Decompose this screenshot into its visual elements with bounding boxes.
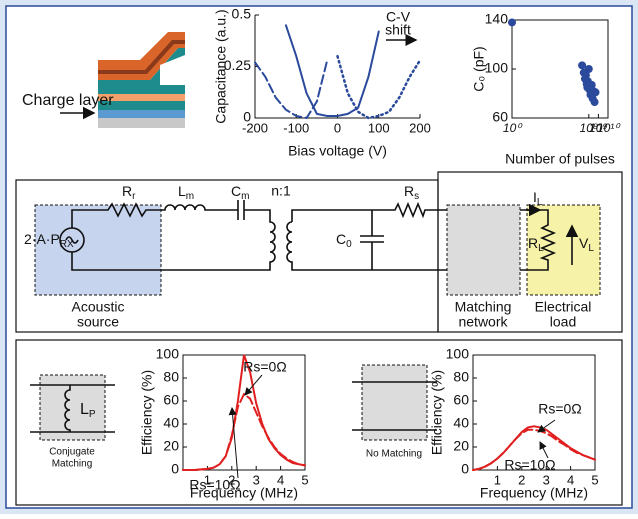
acoustic-block: [35, 205, 161, 295]
matching-block: [447, 205, 520, 295]
y-axis-label: Capacitance (a.u.): [213, 9, 229, 123]
y-tick-label: 100: [156, 346, 180, 362]
label-main: R: [122, 183, 132, 199]
no-matching-sketch: [352, 365, 437, 440]
label-main: L: [80, 401, 89, 418]
label-sub: L: [537, 197, 543, 208]
label-sub: m: [186, 191, 194, 202]
block-label: source: [77, 314, 119, 330]
y-tick-label: 80: [163, 369, 179, 385]
x-tick-label: 5: [301, 472, 308, 487]
series-label: Rs=10Ω: [504, 457, 555, 473]
x-tick-label: 200: [409, 120, 431, 135]
y-tick-label: 20: [453, 438, 469, 454]
label-sub: RX: [60, 239, 74, 250]
y-tick-label: 0.5: [232, 6, 252, 22]
label-main: 2·A·P: [24, 231, 60, 247]
y-tick-label: 0: [243, 109, 251, 125]
point: [585, 65, 593, 73]
ratio-label: n:1: [271, 183, 291, 199]
label-sub: s: [414, 191, 419, 202]
label-main: C: [336, 231, 346, 247]
sketch-label: No Matching: [366, 449, 422, 460]
y-tick-label: 80: [453, 369, 469, 385]
label-main: R: [528, 235, 538, 251]
series-label: Rs=0Ω: [243, 359, 287, 375]
y-tick-label: 60: [492, 109, 508, 125]
label-main: C: [231, 183, 241, 199]
block-label: load: [550, 314, 576, 330]
x-tick-label: 5: [591, 472, 598, 487]
x-axis-label: Bias voltage (V): [288, 143, 387, 159]
conjugate-sketch: [30, 375, 115, 440]
y-tick-label: 140: [485, 11, 509, 27]
sketch-label: Matching: [52, 459, 93, 470]
y-axis-label: Efficiency (%): [429, 370, 445, 455]
point: [578, 61, 586, 69]
y-axis-label: C₀ (pF): [471, 46, 487, 91]
block-label: Acoustic: [72, 299, 125, 315]
label-main: L: [178, 183, 186, 199]
sketch-label: Conjugate: [49, 447, 95, 458]
y-tick-label: 40: [453, 415, 469, 431]
charge-layer-label: Charge layer: [22, 92, 114, 109]
y-tick-label: 40: [163, 415, 179, 431]
series-label: Rs=10Ω: [189, 477, 240, 493]
label-sub: P: [89, 409, 96, 420]
y-tick-label: 100: [446, 346, 470, 362]
annotation: shift: [385, 22, 411, 38]
block-label: network: [458, 314, 508, 330]
y-axis-label: Efficiency (%): [139, 370, 155, 455]
block-label: Electrical: [535, 299, 592, 315]
label-main: R: [404, 183, 414, 199]
label-sub: L: [588, 243, 594, 254]
x-tick-label: 0: [334, 120, 341, 135]
series-label: Rs=0Ω: [538, 401, 582, 417]
x-tick-label: 10¹⁰: [597, 121, 621, 135]
point: [592, 88, 600, 96]
y-tick-label: 60: [163, 392, 179, 408]
x-axis-label: Frequency (MHz): [480, 485, 588, 501]
y-tick-label: 20: [163, 438, 179, 454]
label-sub: 0: [346, 239, 352, 250]
y-tick-label: 100: [485, 60, 509, 76]
x-axis-label: Number of pulses: [505, 151, 615, 167]
label-sub: m: [241, 191, 249, 202]
y-tick-label: 0: [461, 461, 469, 477]
block-label: Matching: [455, 299, 512, 315]
x-tick-label: -100: [283, 120, 309, 135]
y-tick-label: 60: [453, 392, 469, 408]
point: [591, 98, 599, 106]
y-tick-label: 0: [171, 461, 179, 477]
figure: Charge layer 2·A·PRX Rr Lm Cm n:1 C0 Rs …: [0, 0, 638, 514]
point: [508, 18, 516, 26]
label-sub: L: [538, 243, 544, 254]
x-tick-label: 100: [368, 120, 390, 135]
